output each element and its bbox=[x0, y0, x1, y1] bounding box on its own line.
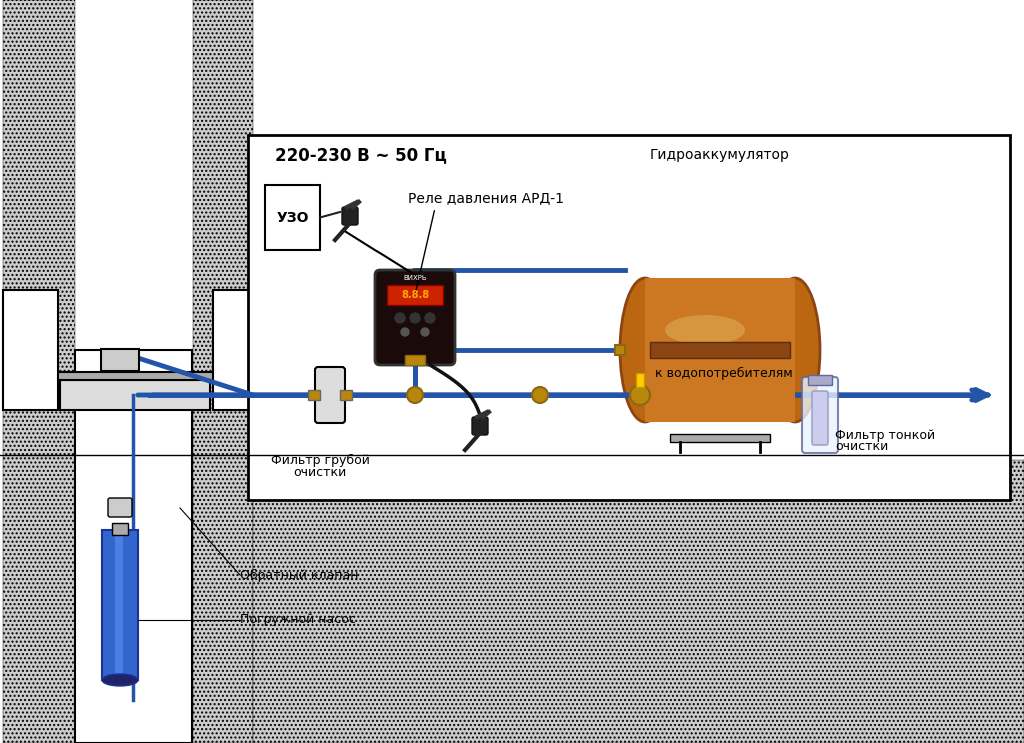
Bar bbox=[0, 0, 75, 743]
Text: Обратный клапан: Обратный клапан bbox=[240, 568, 358, 582]
Text: Погружной насос: Погружной насос bbox=[240, 614, 356, 626]
Bar bbox=[308, 390, 319, 400]
Ellipse shape bbox=[665, 315, 745, 345]
FancyBboxPatch shape bbox=[472, 417, 488, 435]
Text: Фильтр тонкой: Фильтр тонкой bbox=[835, 429, 935, 441]
Bar bbox=[650, 342, 790, 358]
Circle shape bbox=[407, 387, 423, 403]
Ellipse shape bbox=[102, 674, 138, 686]
Text: 8.8.8: 8.8.8 bbox=[401, 290, 429, 300]
Text: Фильтр грубой: Фильтр грубой bbox=[270, 453, 370, 467]
Bar bbox=[265, 185, 319, 250]
Text: Гидроаккумулятор: Гидроаккумулятор bbox=[650, 148, 790, 162]
Bar bbox=[636, 373, 644, 387]
Bar bbox=[213, 290, 253, 410]
Bar bbox=[75, 350, 193, 743]
Ellipse shape bbox=[620, 278, 670, 422]
Bar bbox=[0, 0, 260, 743]
Circle shape bbox=[421, 328, 429, 336]
Bar bbox=[640, 278, 800, 422]
FancyBboxPatch shape bbox=[101, 349, 139, 371]
Circle shape bbox=[532, 387, 548, 403]
Bar bbox=[248, 135, 1010, 500]
Text: очистки: очистки bbox=[835, 441, 888, 453]
Ellipse shape bbox=[770, 278, 820, 422]
FancyBboxPatch shape bbox=[375, 270, 455, 365]
Bar bbox=[102, 530, 138, 680]
Circle shape bbox=[395, 313, 406, 323]
FancyBboxPatch shape bbox=[812, 391, 828, 445]
Bar bbox=[253, 460, 1024, 743]
Bar bbox=[55, 372, 215, 380]
Bar bbox=[60, 380, 210, 410]
Bar bbox=[340, 390, 352, 400]
FancyBboxPatch shape bbox=[342, 207, 358, 225]
Bar bbox=[193, 0, 253, 743]
Text: УЗО: УЗО bbox=[276, 210, 309, 224]
Bar bbox=[670, 434, 770, 442]
Bar bbox=[387, 285, 443, 305]
Bar bbox=[112, 523, 128, 535]
Bar bbox=[190, 0, 255, 743]
Circle shape bbox=[630, 385, 650, 405]
Bar bbox=[3, 290, 58, 410]
FancyBboxPatch shape bbox=[315, 367, 345, 423]
Text: к водопотребителям: к водопотребителям bbox=[655, 366, 793, 380]
FancyBboxPatch shape bbox=[108, 498, 132, 517]
Text: ВИХРЬ: ВИХРЬ bbox=[403, 275, 427, 281]
Text: Реле давления АРД-1: Реле давления АРД-1 bbox=[408, 191, 564, 205]
Bar bbox=[645, 278, 795, 422]
Bar bbox=[3, 0, 75, 743]
Circle shape bbox=[425, 313, 435, 323]
Bar bbox=[95, 43, 170, 743]
Circle shape bbox=[410, 313, 420, 323]
Circle shape bbox=[401, 328, 409, 336]
Bar bbox=[0, 43, 95, 743]
Bar bbox=[115, 535, 123, 675]
Bar bbox=[808, 375, 831, 385]
FancyBboxPatch shape bbox=[802, 377, 838, 453]
Text: 220-230 В ~ 50 Гц: 220-230 В ~ 50 Гц bbox=[275, 146, 446, 164]
Bar bbox=[615, 345, 625, 355]
Text: очистки: очистки bbox=[293, 467, 347, 479]
Bar bbox=[406, 355, 425, 365]
